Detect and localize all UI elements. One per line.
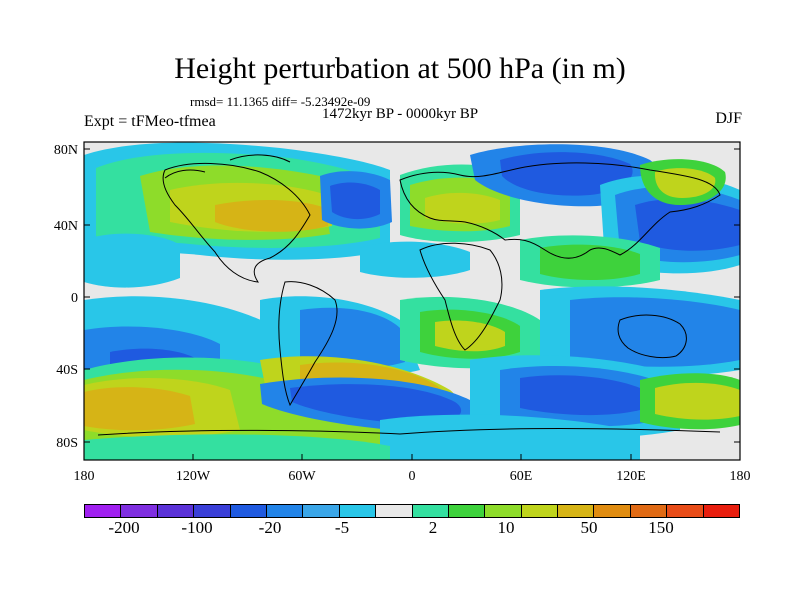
color-legend [84, 504, 740, 518]
legend-swatch [266, 505, 304, 517]
stats-label: rmsd= 11.1365 diff= -5.23492e-09 [190, 94, 371, 109]
lat-label-40s: 40S [56, 363, 78, 378]
lon-label-0: 0 [409, 469, 416, 484]
legend-swatch [703, 505, 740, 517]
legend-swatch [194, 505, 231, 517]
lon-label-180w: 180 [74, 469, 95, 484]
legend-swatch [412, 505, 449, 517]
legend-swatch [121, 505, 158, 517]
legend-label-minus-200: -200 [108, 518, 140, 537]
lon-label-60e: 60E [510, 469, 533, 484]
legend-label-10: 10 [497, 518, 515, 537]
coastlines [97, 154, 721, 436]
legend-swatch [339, 505, 377, 517]
lat-label-80s: 80S [56, 436, 78, 451]
lat-label-80n: 80N [54, 143, 78, 158]
legend-swatch [667, 505, 704, 517]
legend-swatch [85, 505, 122, 517]
lon-label-60w: 60W [288, 469, 316, 484]
season-label: DJF [715, 110, 742, 127]
legend-label-150: 150 [648, 518, 674, 537]
legend-swatch [376, 505, 413, 517]
legend-swatch [630, 505, 668, 517]
lon-label-120e: 120E [616, 469, 646, 484]
legend-swatch [230, 505, 267, 517]
legend-swatch [521, 505, 559, 517]
legend-label-minus-100: -100 [181, 518, 213, 537]
legend-label-50: 50 [580, 518, 598, 537]
legend-label-2: 2 [428, 518, 438, 537]
legend-swatch [157, 505, 195, 517]
lat-label-40n: 40N [54, 219, 78, 234]
experiment-label: Expt = tFMeo-tfmea [84, 113, 216, 130]
legend-swatch [558, 505, 595, 517]
legend-swatch [594, 505, 631, 517]
map-title: Height perturbation at 500 hPa (in m) [174, 52, 626, 85]
lon-label-180e: 180 [730, 469, 751, 484]
lon-label-120w: 120W [176, 469, 211, 484]
legend-swatch [448, 505, 486, 517]
contour-field [84, 142, 740, 460]
legend-label-minus-5: -5 [334, 518, 350, 537]
longitude-ticks [192, 454, 632, 460]
period-label: 1472kyr BP - 0000kyr BP [322, 106, 479, 122]
lat-label-0: 0 [71, 291, 78, 306]
legend-label-minus-20: -20 [258, 518, 282, 537]
legend-swatch [485, 505, 522, 517]
latitude-ticks [84, 148, 740, 443]
legend-swatch [303, 505, 340, 517]
